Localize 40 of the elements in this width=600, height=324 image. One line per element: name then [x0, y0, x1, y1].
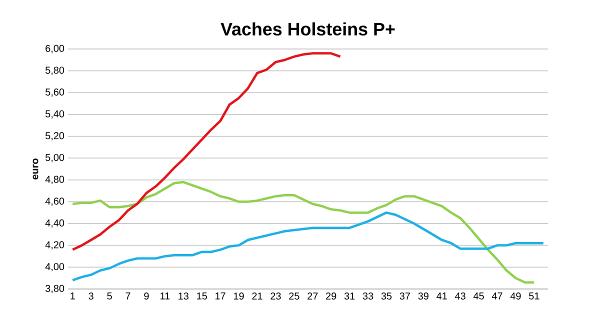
y-tick-label: 4,40: [45, 219, 64, 228]
x-tick-label: 47: [492, 292, 502, 300]
y-tick-label: 5,40: [45, 110, 64, 119]
y-axis-title: euro: [32, 158, 38, 180]
x-tick-label: 43: [455, 292, 466, 300]
x-tick-label: 17: [216, 292, 226, 300]
y-tick-label: 4,00: [45, 263, 64, 272]
x-tick-label: 39: [418, 292, 428, 300]
y-tick-label: 5,20: [45, 132, 64, 140]
x-tick-label: 1: [70, 292, 75, 300]
y-tick-label: 5,60: [45, 88, 64, 97]
y-tick-label: 5,80: [45, 66, 64, 75]
x-tick-label: 45: [473, 292, 484, 300]
x-tick-label: 15: [197, 292, 207, 300]
x-tick-label: 31: [344, 292, 355, 300]
x-tick-label: 5: [107, 292, 112, 300]
x-tick-label: 13: [178, 292, 188, 300]
x-tick-label: 35: [381, 292, 392, 300]
x-tick-label: 9: [144, 292, 149, 300]
y-tick-label: 4,20: [45, 241, 64, 250]
x-tick-label: 3: [88, 292, 94, 300]
x-tick-label: 33: [362, 292, 374, 300]
y-tick-label: 4,80: [45, 176, 64, 184]
x-tick-label: 7: [126, 292, 130, 300]
y-tick-label: 5,00: [45, 154, 64, 162]
x-tick-label: 27: [308, 292, 318, 300]
x-tick-label: 51: [529, 292, 540, 300]
chart-title: Vaches Holsteins P+: [220, 22, 395, 36]
x-tick-label: 25: [289, 292, 300, 300]
x-tick-label: 29: [326, 292, 336, 300]
y-tick-label: 6,00: [46, 44, 64, 54]
x-tick-label: 23: [270, 292, 281, 300]
x-tick-label: 11: [160, 292, 170, 300]
x-tick-label: 49: [510, 292, 521, 300]
y-tick-label: 3,80: [45, 284, 64, 294]
x-tick-label: 19: [234, 292, 244, 300]
y-tick-label: 4,60: [45, 198, 64, 206]
x-tick-label: 41: [436, 292, 447, 300]
x-tick-label: 21: [252, 292, 262, 300]
x-tick-label: 37: [400, 292, 410, 300]
